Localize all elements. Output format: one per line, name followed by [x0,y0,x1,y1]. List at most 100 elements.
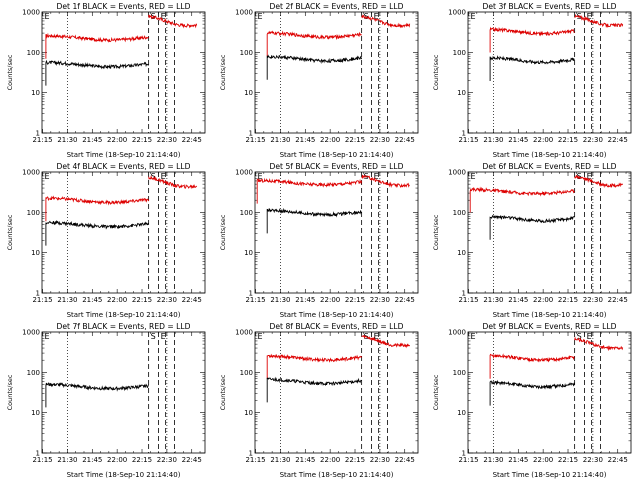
plot-frame [41,331,206,454]
chart-svg: Det 8f BLACK = Events, RED = LLD Counts/s… [219,322,419,479]
chart-panel-4: Det 4f BLACK = Events, RED = LLD Counts/s… [0,160,213,320]
y-tick-label: 10 [31,409,40,417]
lld-series-line [266,30,362,56]
y-tick-label: 1000 [235,9,253,17]
y-tick-label: 1 [36,130,40,138]
x-tick-label: 21:45 [82,136,102,144]
lld-series-line [148,175,198,190]
y-axis-label: Counts/sec [6,374,14,410]
x-tick-label: 21:30 [483,136,503,144]
x-axis-label: Start Time (18-Sep-10 21:14:40) [67,311,181,319]
x-tick-label: 22:45 [395,456,415,464]
lld-series-line [148,14,198,29]
marker-label: E [587,12,592,21]
marker-label: E [471,332,476,341]
y-tick-label: 10 [244,89,253,97]
x-tick-label: 22:00 [533,296,553,304]
plot-frame [254,331,419,454]
chart-svg: Det 9f BLACK = Events, RED = LLD Counts/s… [432,322,632,479]
chart-panel-8: Det 8f BLACK = Events, RED = LLD Counts/s… [213,320,426,480]
y-tick-label: 100 [240,209,253,217]
x-tick-label: 22:00 [533,136,553,144]
x-tick-label: 21:15 [458,136,478,144]
x-axis-label: Start Time (18-Sep-10 21:14:40) [493,311,607,319]
events-series-line [489,214,575,240]
marker-label: E [258,172,263,181]
chart-title: Det 7f BLACK = Events, RED = LLD [57,322,191,331]
x-tick-label: 22:15 [558,456,578,464]
x-tick-label: 21:45 [295,296,315,304]
x-axis-label: Start Time (18-Sep-10 21:14:40) [67,151,181,159]
chart-title: Det 6f BLACK = Events, RED = LLD [483,162,617,171]
x-tick-label: 22:15 [558,136,578,144]
marker-label: E [45,12,50,21]
x-tick-label: 22:30 [157,136,177,144]
x-tick-label: 22:45 [608,136,628,144]
y-tick-label: 100 [27,209,40,217]
x-tick-label: 22:00 [107,296,127,304]
x-tick-label: 22:30 [370,456,390,464]
x-tick-label: 21:15 [245,456,265,464]
x-tick-label: 21:15 [32,136,52,144]
lld-series-line [45,195,150,222]
chart-panel-9: Det 9f BLACK = Events, RED = LLD Counts/s… [426,320,639,480]
marker-label: E [161,12,166,21]
events-series-line [266,54,363,80]
chart-svg: Det 5f BLACK = Events, RED = LLD Counts/s… [219,162,419,319]
marker-label: E [258,12,263,21]
x-tick-label: 21:15 [245,296,265,304]
chart-title: Det 4f BLACK = Events, RED = LLD [57,162,191,171]
lld-series-line [266,353,363,379]
plot-frame [41,171,206,294]
x-tick-label: 22:00 [320,456,340,464]
chart-svg: Det 4f BLACK = Events, RED = LLD Counts/s… [6,162,206,319]
chart-title: Det 5f BLACK = Events, RED = LLD [270,162,404,171]
lld-series-line [469,186,575,213]
x-tick-label: 22:30 [157,296,177,304]
y-tick-label: 1 [249,290,253,298]
marker-label: E [471,12,476,21]
x-tick-label: 21:30 [483,296,503,304]
events-series-line [45,382,149,408]
chart-title: Det 1f BLACK = Events, RED = LLD [57,2,191,11]
x-tick-label: 21:45 [508,296,528,304]
marker-label: E [161,172,166,181]
x-tick-label: 22:00 [320,296,340,304]
marker-label: S [151,172,156,181]
x-axis-label: Start Time (18-Sep-10 21:14:40) [280,471,394,479]
chart-panel-7: Det 7f BLACK = Events, RED = LLD Counts/s… [0,320,213,480]
y-axis-label: Counts/sec [219,374,227,410]
x-tick-label: 22:15 [345,296,365,304]
x-tick-label: 22:30 [583,136,603,144]
x-tick-label: 22:15 [132,456,152,464]
lld-series-line [361,174,410,189]
x-tick-label: 22:00 [320,136,340,144]
x-tick-label: 21:15 [32,296,52,304]
marker-label: S [364,12,369,21]
x-tick-label: 21:15 [245,136,265,144]
y-axis-label: Counts/sec [432,214,440,250]
plot-frame [254,11,419,134]
plot-frame [467,331,632,454]
y-tick-label: 1000 [448,9,466,17]
x-tick-label: 21:45 [82,296,102,304]
chart-title: Det 8f BLACK = Events, RED = LLD [270,322,404,331]
plot-frame [467,11,632,134]
y-tick-label: 1000 [22,329,40,337]
chart-panel-1: Det 1f BLACK = Events, RED = LLD Counts/s… [0,0,213,160]
chart-title: Det 9f BLACK = Events, RED = LLD [483,322,617,331]
chart-svg: Det 1f BLACK = Events, RED = LLD Counts/s… [6,2,206,159]
y-tick-label: 1 [249,130,253,138]
marker-label: E [374,172,379,181]
x-tick-label: 21:30 [57,456,77,464]
events-series-line [266,207,362,234]
marker-label: E [587,172,592,181]
y-tick-label: 1000 [448,169,466,177]
y-tick-label: 10 [244,249,253,257]
y-tick-label: 1 [462,130,466,138]
y-tick-label: 1000 [22,169,40,177]
x-axis-label: Start Time (18-Sep-10 21:14:40) [67,471,181,479]
x-tick-label: 21:30 [57,296,77,304]
x-tick-label: 22:30 [370,296,390,304]
x-tick-label: 22:45 [608,456,628,464]
